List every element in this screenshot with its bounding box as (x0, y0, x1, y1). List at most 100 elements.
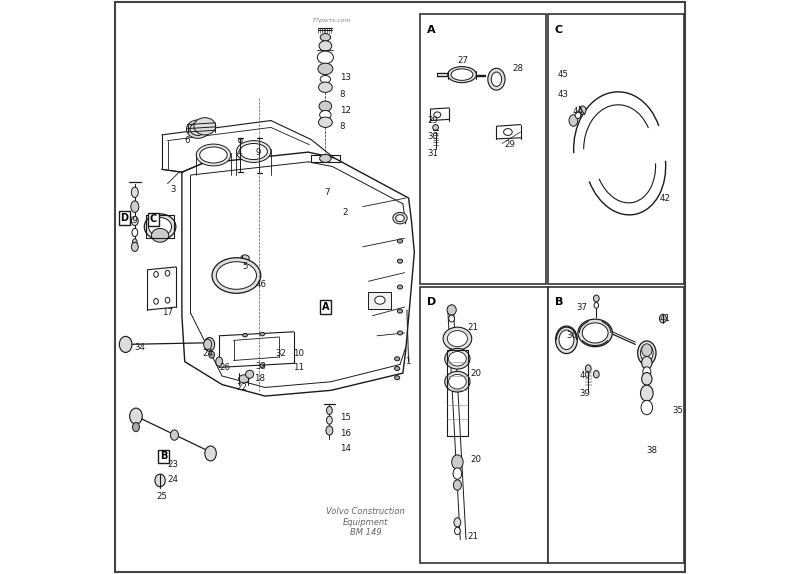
Ellipse shape (559, 330, 574, 350)
Text: 26: 26 (219, 363, 230, 372)
Text: 46: 46 (255, 280, 266, 289)
Ellipse shape (320, 154, 331, 162)
Ellipse shape (394, 356, 400, 361)
Text: 29: 29 (427, 116, 438, 125)
Ellipse shape (398, 331, 402, 335)
Ellipse shape (659, 315, 666, 323)
Text: 18: 18 (254, 374, 265, 383)
Text: 28: 28 (512, 64, 523, 73)
Text: A: A (322, 302, 329, 312)
Text: B: B (555, 297, 563, 307)
Text: 27: 27 (458, 56, 469, 65)
Ellipse shape (451, 69, 473, 80)
Ellipse shape (132, 228, 138, 236)
Text: 34: 34 (135, 343, 146, 352)
Ellipse shape (130, 408, 142, 424)
Text: 22: 22 (237, 383, 247, 392)
Ellipse shape (445, 371, 470, 392)
Bar (548, 14, 684, 284)
Ellipse shape (454, 480, 462, 490)
Text: 35: 35 (673, 406, 684, 415)
Text: 9: 9 (255, 148, 261, 157)
Ellipse shape (212, 258, 261, 293)
Text: C: C (150, 214, 157, 224)
Ellipse shape (318, 82, 332, 92)
Ellipse shape (578, 319, 612, 347)
Ellipse shape (374, 296, 385, 304)
Ellipse shape (453, 468, 462, 479)
Ellipse shape (131, 242, 138, 251)
Ellipse shape (204, 338, 214, 351)
Ellipse shape (638, 341, 656, 365)
Text: 37: 37 (577, 302, 588, 312)
Ellipse shape (569, 115, 578, 126)
Text: 2: 2 (342, 208, 348, 217)
Ellipse shape (594, 302, 598, 308)
Ellipse shape (151, 228, 169, 242)
Ellipse shape (237, 141, 271, 162)
Ellipse shape (216, 357, 222, 366)
Text: 19: 19 (127, 216, 138, 226)
Ellipse shape (643, 367, 651, 377)
Text: C: C (555, 25, 563, 34)
Text: 20: 20 (470, 455, 481, 464)
Text: 40: 40 (579, 371, 590, 381)
Text: 1: 1 (405, 357, 410, 366)
Text: 45: 45 (558, 70, 569, 79)
Bar (420, 287, 548, 563)
Ellipse shape (242, 333, 247, 337)
Ellipse shape (555, 326, 578, 354)
Ellipse shape (447, 331, 467, 347)
Ellipse shape (320, 110, 331, 119)
Ellipse shape (326, 426, 333, 435)
Ellipse shape (319, 41, 332, 51)
Text: 39: 39 (579, 389, 590, 398)
Text: 17: 17 (162, 308, 173, 317)
Bar (369, 292, 391, 309)
Text: 24: 24 (202, 348, 213, 358)
Ellipse shape (398, 309, 402, 313)
Text: 42: 42 (659, 193, 670, 203)
Ellipse shape (434, 112, 441, 118)
Text: 33: 33 (255, 362, 266, 371)
Text: 32: 32 (275, 348, 286, 358)
Text: 11: 11 (293, 363, 304, 372)
Ellipse shape (642, 344, 652, 356)
Ellipse shape (393, 212, 407, 224)
Text: 31: 31 (427, 149, 438, 158)
Ellipse shape (641, 344, 653, 362)
Ellipse shape (209, 351, 214, 358)
Text: 8: 8 (340, 90, 346, 99)
Text: 24: 24 (167, 475, 178, 484)
Text: Volvo Construction
Equipment
BM 149: Volvo Construction Equipment BM 149 (326, 507, 405, 537)
Ellipse shape (491, 72, 502, 86)
Ellipse shape (326, 416, 332, 424)
Text: 23: 23 (167, 460, 178, 470)
Ellipse shape (155, 474, 166, 487)
Text: D: D (121, 213, 129, 223)
Ellipse shape (398, 285, 402, 289)
Ellipse shape (196, 144, 230, 166)
Ellipse shape (131, 216, 138, 226)
Text: 30: 30 (427, 132, 438, 141)
Text: 8: 8 (340, 122, 346, 131)
Ellipse shape (326, 406, 332, 414)
Ellipse shape (454, 518, 461, 527)
Text: 5: 5 (242, 262, 248, 272)
Ellipse shape (194, 118, 216, 135)
Text: 12: 12 (340, 106, 350, 115)
Text: 29: 29 (505, 140, 515, 149)
Text: 16: 16 (340, 429, 350, 438)
Ellipse shape (246, 370, 254, 378)
Ellipse shape (204, 339, 212, 350)
Ellipse shape (594, 295, 599, 302)
Ellipse shape (320, 33, 330, 41)
Text: 6: 6 (185, 136, 190, 145)
Ellipse shape (133, 239, 137, 246)
Ellipse shape (200, 147, 227, 163)
Ellipse shape (260, 332, 265, 336)
Bar (548, 287, 684, 563)
Ellipse shape (641, 401, 653, 414)
Ellipse shape (488, 68, 505, 90)
Ellipse shape (216, 262, 257, 289)
